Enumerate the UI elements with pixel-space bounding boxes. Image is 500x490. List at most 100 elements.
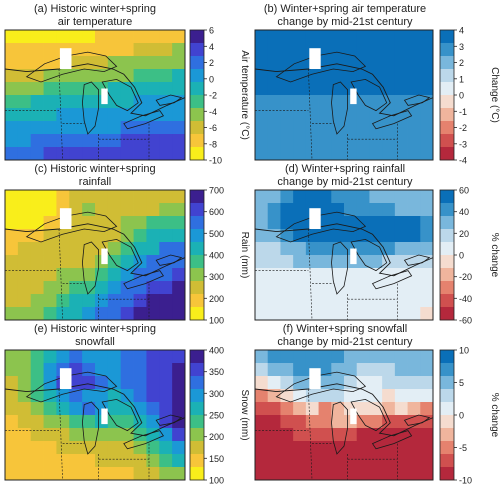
heatmap-cell [82, 402, 96, 416]
heatmap-cell [95, 389, 109, 403]
heatmap-cell [30, 30, 44, 44]
heatmap-cell [255, 255, 269, 269]
heatmap-cell [30, 216, 44, 230]
heatmap-cell [17, 389, 32, 403]
colorbar-tick-label: 500 [209, 229, 224, 239]
heatmap-cell [82, 363, 96, 377]
heatmap-cell [69, 229, 83, 243]
heatmap-cell [369, 82, 383, 96]
heatmap-cell [407, 30, 421, 44]
heatmap-cell [267, 281, 281, 295]
colorbar-tick-label: 0 [209, 74, 214, 84]
heatmap-cells [255, 190, 434, 321]
colorbar-tick-label: 6 [209, 26, 214, 36]
heatmap-cell [56, 428, 70, 442]
lake-huron [101, 238, 139, 272]
heatmap-cell [120, 30, 134, 44]
heatmap-cell [30, 95, 44, 109]
heatmap-cell [30, 415, 44, 429]
colorbar-tick-label: -10 [459, 476, 472, 486]
heatmap-cell [420, 428, 434, 442]
heatmap-cell [172, 281, 186, 295]
heatmap-cell [280, 95, 294, 109]
heatmap-cell [56, 30, 70, 44]
heatmap-cell [133, 43, 147, 57]
heatmap-cell [356, 216, 370, 230]
heatmap-cell [369, 43, 383, 57]
lake-erie [371, 430, 413, 450]
heatmap-cell [407, 190, 421, 204]
heatmap-cell [133, 363, 147, 377]
heatmap-cell [120, 229, 134, 243]
heatmap-cell [420, 56, 434, 70]
heatmap-cell [344, 30, 358, 44]
heatmap-cell [43, 121, 57, 135]
lake-huron [350, 78, 388, 112]
heatmap-cell [394, 281, 408, 295]
colorbar-tick-label: 600 [209, 207, 224, 217]
heatmap-cell [107, 441, 122, 455]
heatmap-cell [107, 268, 122, 282]
heatmap-cell [267, 147, 281, 161]
heatmap-cell [407, 307, 421, 321]
colorbar-tick-label: 300 [209, 389, 224, 399]
heatmap-cell [356, 402, 370, 416]
heatmap-cell [82, 467, 96, 481]
colorbar-tick-label: 200 [209, 294, 224, 304]
colorbar-segment [190, 307, 204, 321]
heatmap-cell [56, 255, 70, 269]
heatmap-cell [107, 69, 122, 83]
heatmap-cell [255, 147, 269, 161]
heatmap-cell [95, 467, 109, 481]
heatmap-cell [369, 56, 383, 70]
heatmap-cell [267, 82, 281, 96]
heatmap-cell [159, 203, 173, 217]
colorbar-tick-label: -10 [209, 156, 222, 166]
heatmap-cell [172, 389, 186, 403]
heatmap-cell [30, 350, 44, 364]
heatmap-cell [267, 56, 281, 70]
heatmap-cell [331, 108, 345, 122]
heatmap-cell [344, 454, 358, 468]
heatmap-cell [69, 467, 83, 481]
heatmap-cell [5, 56, 19, 70]
panel-title: (b) Winter+spring air temperature [264, 3, 426, 15]
heatmap-cell [369, 402, 383, 416]
heatmap-cell [5, 229, 19, 243]
heatmap-cell [120, 69, 134, 83]
heatmap-cell [255, 376, 269, 390]
heatmap-cell [420, 389, 434, 403]
heatmap-cell [318, 376, 332, 390]
heatmap-cell [69, 216, 83, 230]
heatmap-cell [17, 108, 32, 122]
heatmap-cell [107, 376, 122, 390]
heatmap-cell [331, 467, 345, 481]
heatmap-cell [382, 467, 396, 481]
heatmap-cell [107, 43, 122, 57]
map-outline [4, 371, 186, 481]
heatmap-cell [382, 389, 396, 403]
heatmap-cell [56, 268, 70, 282]
heatmap-cell [407, 242, 421, 256]
colorbar-tick-label: -2 [459, 123, 467, 133]
heatmap-cell [382, 294, 396, 308]
heatmap-cell [17, 69, 32, 83]
heatmap-cell [120, 255, 134, 269]
heatmap-cell [159, 454, 173, 468]
heatmap-cell [30, 229, 44, 243]
heatmap-cell [267, 242, 281, 256]
heatmap-cell [43, 363, 57, 377]
heatmap-cell [69, 281, 83, 295]
heatmap-cell [394, 147, 408, 161]
heatmap-cell [318, 203, 332, 217]
heatmap-cell [369, 294, 383, 308]
heatmap-cell [305, 82, 319, 96]
lake-superior [275, 51, 367, 83]
heatmap-cell [305, 350, 319, 364]
heatmap-cell [420, 454, 434, 468]
heatmap-cell [407, 350, 421, 364]
heatmap-cell [369, 376, 383, 390]
heatmap-cell [82, 242, 96, 256]
heatmap-cell [331, 82, 345, 96]
heatmap-cell [356, 190, 370, 204]
